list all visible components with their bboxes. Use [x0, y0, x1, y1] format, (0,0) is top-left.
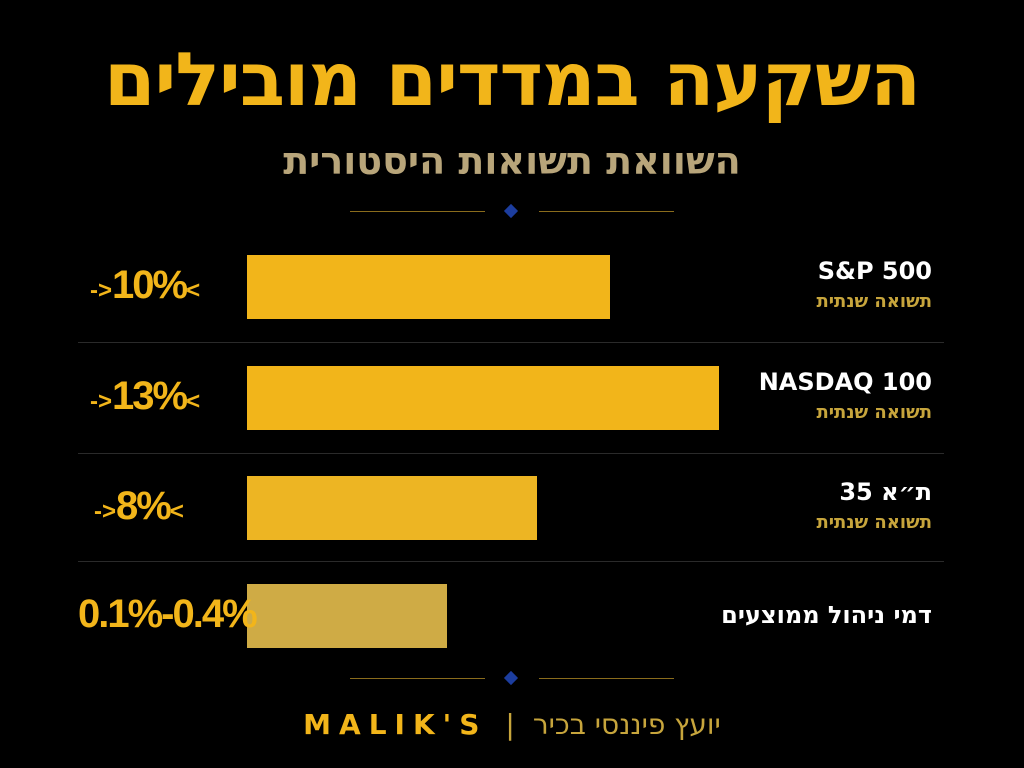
category-sublabel: תשואה שנתית: [816, 291, 932, 312]
bar-2: [247, 476, 537, 540]
value-label: ->8%<: [94, 484, 184, 528]
category-label: S&P 500: [817, 257, 932, 285]
category-label: דמי ניהול ממוצעים: [721, 601, 932, 629]
brand-name: MALIK'S: [303, 708, 488, 741]
bar-3: [247, 584, 447, 648]
bar-1: [247, 366, 719, 430]
bottom-divider: [350, 670, 674, 686]
footer: MALIK'S | יועץ פיננסי בכיר: [0, 708, 1024, 741]
value-label: ->13%<: [90, 374, 201, 418]
value-label: 0.1%-0.4%: [78, 592, 258, 636]
category-label: ת״א 35: [839, 478, 932, 506]
value-label: ->10%<: [90, 263, 201, 307]
top-divider: [350, 203, 674, 219]
category-label: NASDAQ 100: [758, 368, 932, 396]
row-divider: [78, 342, 944, 343]
category-sublabel: תשואה שנתית: [816, 402, 932, 423]
arrow-icon: ->: [90, 277, 113, 304]
arrow-icon: ->: [94, 498, 117, 525]
row-divider: [78, 453, 944, 454]
arrow-icon: ->: [90, 388, 113, 415]
diamond-icon: [503, 670, 519, 686]
category-sublabel: תשואה שנתית: [816, 512, 932, 533]
footer-tagline: יועץ פיננסי בכיר: [532, 708, 721, 741]
page-title: השקעה במדדים מובילים: [103, 37, 921, 123]
page-subtitle: השוואת תשואות היסטורית: [283, 139, 741, 183]
footer-separator: |: [505, 708, 515, 741]
row-divider: [78, 561, 944, 562]
bar-0: [247, 255, 610, 319]
